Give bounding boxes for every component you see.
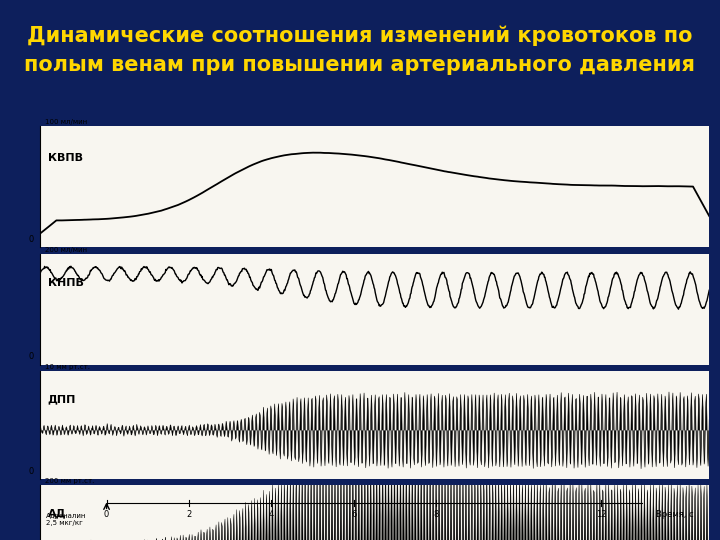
Text: ДПП: ДПП <box>48 395 76 405</box>
Text: 200 мм рт.ст.: 200 мм рт.ст. <box>45 478 94 484</box>
Text: АД: АД <box>48 509 66 518</box>
Text: Адреналин
2,5 мкг/кг: Адреналин 2,5 мкг/кг <box>46 513 86 526</box>
Text: КВПВ: КВПВ <box>48 152 83 163</box>
Text: 0: 0 <box>29 352 35 361</box>
Text: 4: 4 <box>269 510 274 518</box>
Text: 10 мм рт.ст.: 10 мм рт.ст. <box>45 364 90 370</box>
Text: 2: 2 <box>186 510 192 518</box>
Text: 0: 0 <box>29 467 35 476</box>
Text: 200 мл/мин: 200 мл/мин <box>45 247 87 253</box>
Text: 12: 12 <box>595 510 606 518</box>
Text: Время, с: Время, с <box>656 510 693 518</box>
Text: 0: 0 <box>104 510 109 518</box>
Text: 8: 8 <box>433 510 439 518</box>
Text: 100 мл/мин: 100 мл/мин <box>45 119 87 125</box>
Text: КНПВ: КНПВ <box>48 278 84 288</box>
Text: 0: 0 <box>29 235 35 244</box>
Text: 6: 6 <box>351 510 356 518</box>
Text: Динамические соотношения изменений кровотоков по
полым венам при повышении артер: Динамические соотношения изменений крово… <box>24 25 696 75</box>
